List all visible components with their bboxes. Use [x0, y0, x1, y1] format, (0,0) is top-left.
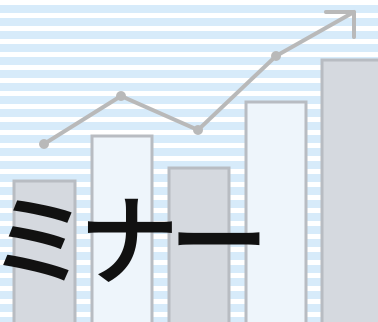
trend-point-3	[193, 125, 203, 135]
chart-bar-5	[320, 58, 378, 322]
trend-point-1	[39, 139, 49, 149]
chart-bar-2	[90, 134, 154, 322]
chart-bar-4	[244, 100, 308, 322]
chart-bar-3	[167, 166, 231, 322]
chart-bar-1	[12, 179, 77, 322]
seminar-title-text: ミナー	[0, 186, 268, 300]
trend-up-arrow-icon	[324, 10, 356, 39]
trend-point-4	[271, 51, 281, 61]
trend-point-2	[116, 91, 126, 101]
chart-bars	[12, 58, 378, 322]
